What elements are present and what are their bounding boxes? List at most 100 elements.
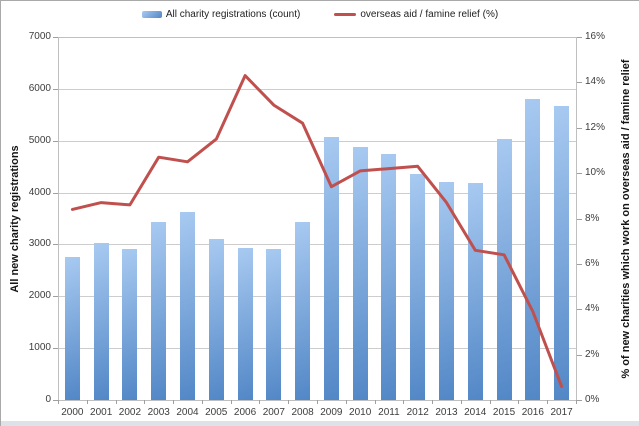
x-tick-6 [230, 400, 232, 404]
overseas-aid-line [70, 74, 564, 388]
bar-2015 [496, 138, 512, 400]
x-tick-5 [201, 400, 203, 404]
x-label-2014: 2014 [464, 407, 487, 418]
right-axis-title: % of new charities which work on oversea… [620, 58, 632, 379]
x-tick-2 [115, 400, 117, 404]
x-label-2009: 2009 [320, 407, 343, 418]
bar-2005 [208, 239, 224, 400]
x-label-2010: 2010 [349, 407, 372, 418]
right-tick-0% [577, 400, 582, 401]
bar-2007 [266, 249, 282, 400]
left-tick-label-0: 0 [45, 394, 51, 405]
right-tick-10% [577, 173, 582, 175]
x-label-2000: 2000 [61, 407, 84, 418]
left-tick-6000 [53, 88, 58, 90]
legend-item-line: overseas aid / famine relief (%) [334, 9, 498, 20]
bar-2002 [122, 249, 138, 400]
x-label-2011: 2011 [378, 407, 400, 418]
x-tick-9 [317, 400, 318, 404]
x-label-2013: 2013 [435, 407, 458, 418]
x-label-2003: 2003 [147, 407, 170, 418]
legend-item-bars: All charity registrations (count) [141, 9, 300, 20]
right-tick-label-8%: 8% [585, 212, 600, 224]
bar-2003 [151, 221, 167, 400]
right-tick-12% [577, 127, 582, 129]
bar-2011 [381, 154, 397, 400]
left-tick-label-3000: 3000 [28, 238, 51, 250]
right-tick-2% [577, 354, 582, 356]
left-tick-label-5000: 5000 [28, 134, 51, 146]
x-label-2016: 2016 [521, 407, 544, 418]
gridline-2000 [58, 296, 576, 298]
x-label-2017: 2017 [550, 407, 573, 418]
left-tick-7000 [53, 37, 58, 38]
bar-2004 [180, 211, 195, 400]
x-tick-18 [576, 400, 577, 404]
gridline-5000 [58, 140, 576, 142]
left-tick-label-1000: 1000 [28, 342, 51, 354]
right-tick-label-10%: 10% [585, 167, 606, 179]
x-label-2005: 2005 [205, 407, 228, 418]
x-tick-0 [58, 400, 59, 404]
right-tick-label-16%: 16% [585, 31, 606, 42]
line-series-overseas-aid [70, 74, 564, 388]
x-tick-3 [144, 400, 146, 404]
left-tick-label-4000: 4000 [28, 186, 51, 198]
x-label-2002: 2002 [118, 407, 142, 418]
bar-swatch-icon [141, 11, 162, 18]
bottom-edge-strip [1, 421, 639, 426]
x-tick-1 [86, 400, 88, 404]
gridline-1000 [58, 348, 576, 350]
x-tick-8 [288, 400, 290, 404]
x-label-2015: 2015 [492, 407, 516, 418]
right-tick-label-6%: 6% [585, 257, 600, 269]
bar-2001 [93, 242, 109, 400]
left-tick-0 [53, 400, 58, 401]
bar-2008 [295, 221, 311, 400]
bar-2013 [439, 181, 454, 400]
right-tick-label-14%: 14% [585, 76, 606, 88]
bar-2012 [410, 173, 426, 400]
bar-2010 [352, 146, 368, 400]
x-tick-17 [547, 400, 549, 404]
right-tick-label-0%: 0% [585, 394, 600, 405]
right-tick-4% [577, 309, 582, 311]
x-tick-10 [345, 400, 347, 404]
x-label-2007: 2007 [262, 407, 285, 418]
left-tick-2000 [53, 296, 58, 298]
left-tick-label-6000: 6000 [28, 82, 51, 94]
x-tick-12 [403, 400, 405, 404]
x-label-2006: 2006 [233, 407, 257, 418]
gridline-3000 [58, 244, 576, 246]
right-tick-8% [577, 218, 582, 220]
right-tick-14% [577, 82, 582, 84]
right-tick-label-2%: 2% [585, 348, 600, 360]
bar-2009 [323, 136, 339, 400]
x-label-2004: 2004 [176, 407, 199, 418]
left-tick-3000 [53, 244, 58, 246]
left-tick-1000 [53, 348, 58, 350]
legend-label-line: overseas aid / famine relief (%) [360, 9, 499, 20]
left-tick-5000 [53, 140, 58, 142]
gridline-4000 [58, 192, 576, 194]
x-tick-7 [259, 400, 261, 404]
x-label-2001: 2001 [90, 407, 113, 418]
x-tick-4 [173, 400, 175, 404]
x-label-2012: 2012 [406, 407, 429, 418]
right-tick-6% [577, 263, 582, 265]
x-tick-13 [432, 400, 434, 404]
x-label-2008: 2008 [291, 407, 314, 418]
right-tick-label-12%: 12% [585, 121, 606, 133]
right-tick-label-4%: 4% [585, 303, 600, 315]
x-tick-15 [489, 400, 491, 404]
bar-2006 [237, 247, 253, 400]
left-axis-title: All new charity registrations [9, 144, 21, 293]
x-tick-11 [374, 400, 376, 404]
left-tick-label-2000: 2000 [28, 290, 51, 302]
legend: All charity registrations (count) overse… [1, 9, 639, 20]
bar-2014 [467, 182, 483, 400]
gridline-6000 [58, 88, 576, 90]
x-tick-14 [460, 400, 462, 404]
bar-2017 [554, 105, 570, 400]
